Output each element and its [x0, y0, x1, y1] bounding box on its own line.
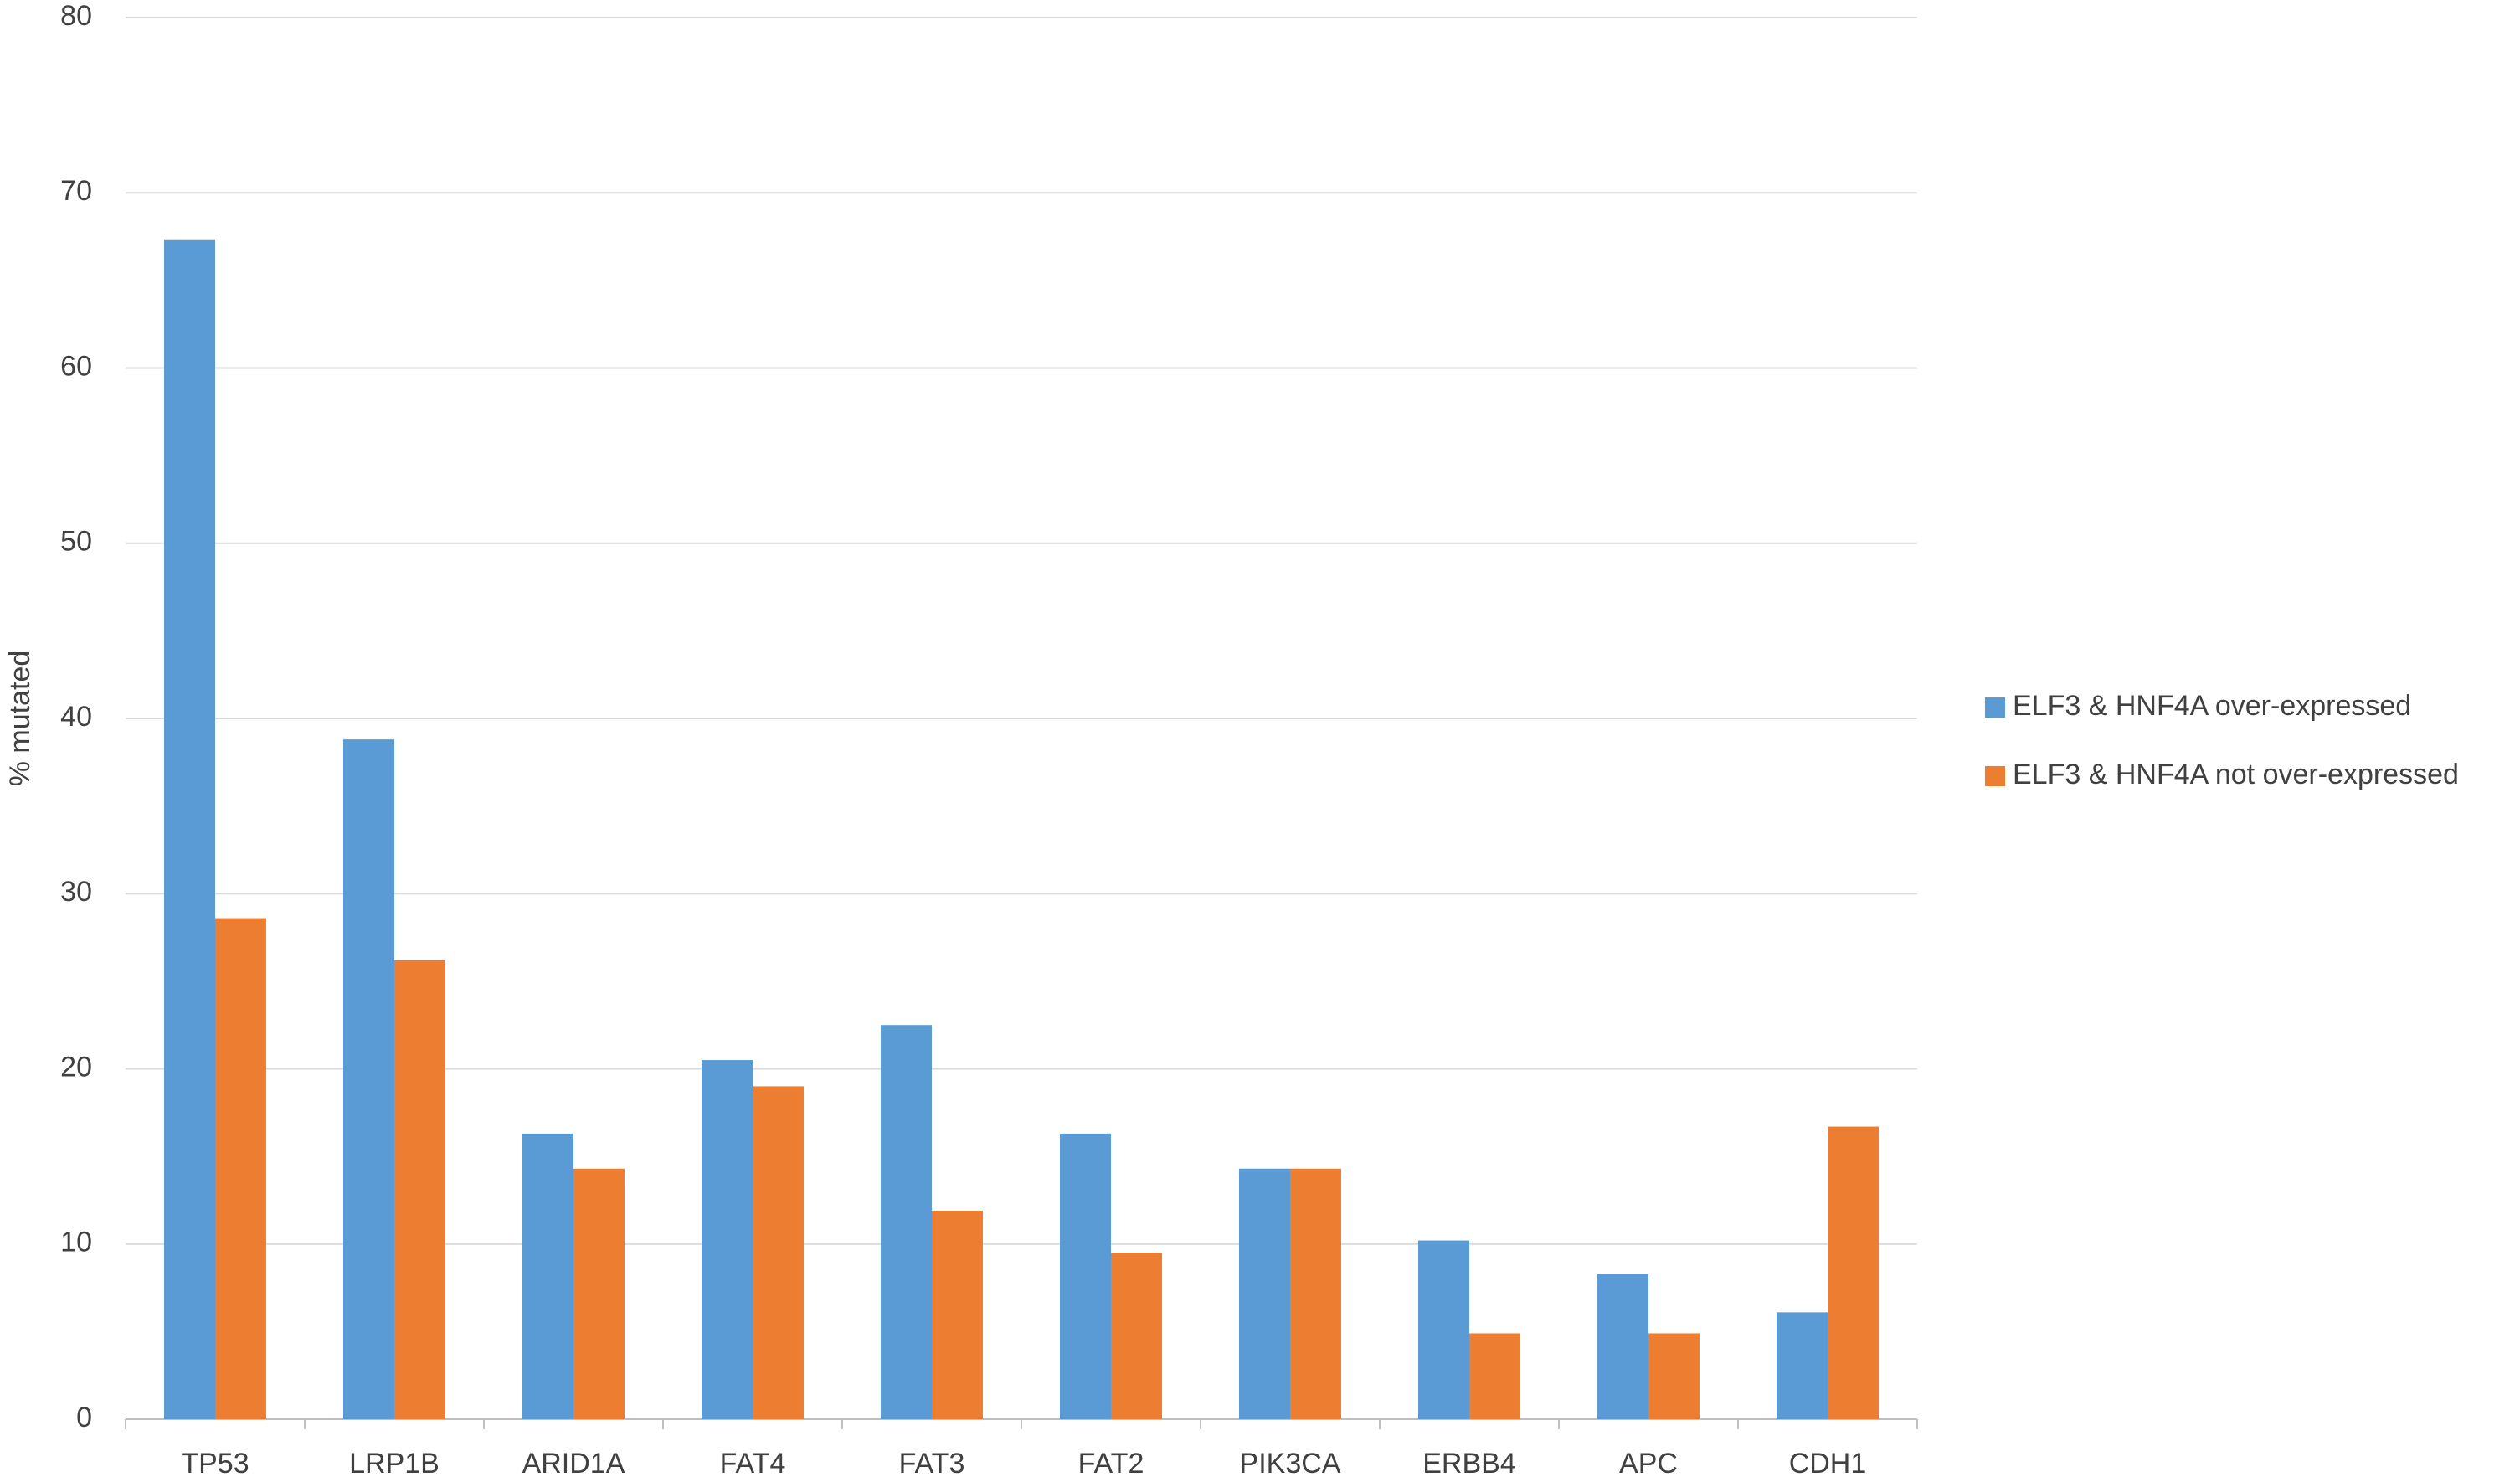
y-tick-label: 10: [60, 1227, 92, 1258]
bar: [1239, 1168, 1290, 1419]
x-tick-label: FAT3: [899, 1448, 965, 1479]
y-tick-label: 30: [60, 876, 92, 908]
y-tick-label: 0: [76, 1402, 92, 1433]
bar: [753, 1086, 804, 1419]
x-tick-label: PIK3CA: [1240, 1448, 1341, 1479]
bar: [702, 1060, 753, 1419]
x-tick-label: ERBB4: [1422, 1448, 1516, 1479]
x-tick-label: FAT2: [1078, 1448, 1144, 1479]
bar: [215, 918, 266, 1419]
x-tick-label: FAT4: [720, 1448, 786, 1479]
bar: [1469, 1333, 1520, 1419]
y-tick-label: 20: [60, 1051, 92, 1083]
bar: [1828, 1126, 1879, 1419]
legend-swatch: [1985, 697, 2005, 718]
x-tick-label: ARID1A: [522, 1448, 625, 1479]
bar: [1777, 1312, 1828, 1419]
y-tick-label: 80: [60, 0, 92, 32]
bar: [522, 1133, 573, 1419]
x-tick-label: APC: [1619, 1448, 1678, 1479]
x-tick-label: LRP1B: [349, 1448, 440, 1479]
bar: [1597, 1274, 1648, 1419]
bar: [573, 1168, 625, 1419]
legend-label: ELF3 & HNF4A over-expressed: [2013, 690, 2411, 722]
legend-label: ELF3 & HNF4A not over-expressed: [2013, 759, 2459, 790]
y-tick-label: 50: [60, 526, 92, 558]
bar: [1418, 1240, 1469, 1419]
bar: [881, 1025, 932, 1419]
x-tick-label: TP53: [181, 1448, 249, 1479]
bar: [164, 239, 215, 1419]
y-tick-label: 70: [60, 175, 92, 207]
bar: [1111, 1253, 1162, 1419]
legend-swatch: [1985, 766, 2005, 786]
bar: [1290, 1168, 1341, 1419]
bar: [1060, 1133, 1111, 1419]
y-tick-label: 40: [60, 701, 92, 733]
bar: [343, 739, 394, 1419]
bar: [1648, 1333, 1700, 1419]
bar: [932, 1210, 983, 1419]
x-tick-label: CDH1: [1789, 1448, 1867, 1479]
y-tick-label: 60: [60, 350, 92, 382]
y-axis-title: % mutated: [4, 651, 36, 787]
bar: [394, 960, 445, 1419]
